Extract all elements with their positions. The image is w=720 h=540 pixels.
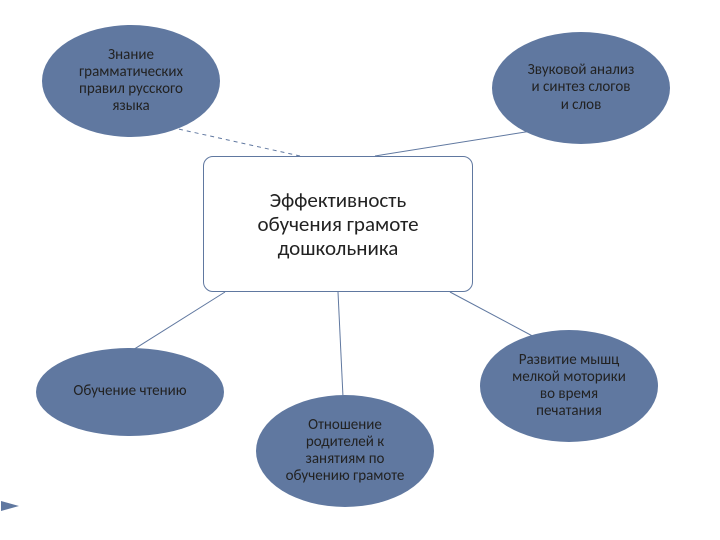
node-bottom: Отношениеродителей кзанятиям пообучению … <box>256 395 434 507</box>
node-right-label: Развитие мышцмелкой моторикиво времяпеча… <box>512 352 626 421</box>
edge-center-tl <box>165 126 300 156</box>
edge-center-tr <box>375 130 538 156</box>
edge-center-right <box>450 292 540 340</box>
node-left-label: Обучение чтению <box>73 383 186 400</box>
node-left: Обучение чтению <box>36 348 224 436</box>
node-center: Эффективностьобучения грамотедошкольника <box>203 156 473 292</box>
corner-arrow-icon <box>1 501 19 511</box>
node-tl: Знаниеграмматическихправил русскогоязыка <box>42 25 220 137</box>
edge-center-bottom <box>338 292 343 397</box>
node-tr-label: Звуковой анализи синтез слогови слов <box>528 62 635 114</box>
node-center-label: Эффективностьобучения грамотедошкольника <box>257 188 418 260</box>
node-right: Развитие мышцмелкой моторикиво времяпеча… <box>480 330 658 442</box>
node-tl-label: Знаниеграмматическихправил русскогоязыка <box>79 47 183 116</box>
node-bottom-label: Отношениеродителей кзанятиям пообучению … <box>286 417 405 486</box>
node-tr: Звуковой анализи синтез слогови слов <box>492 32 670 144</box>
